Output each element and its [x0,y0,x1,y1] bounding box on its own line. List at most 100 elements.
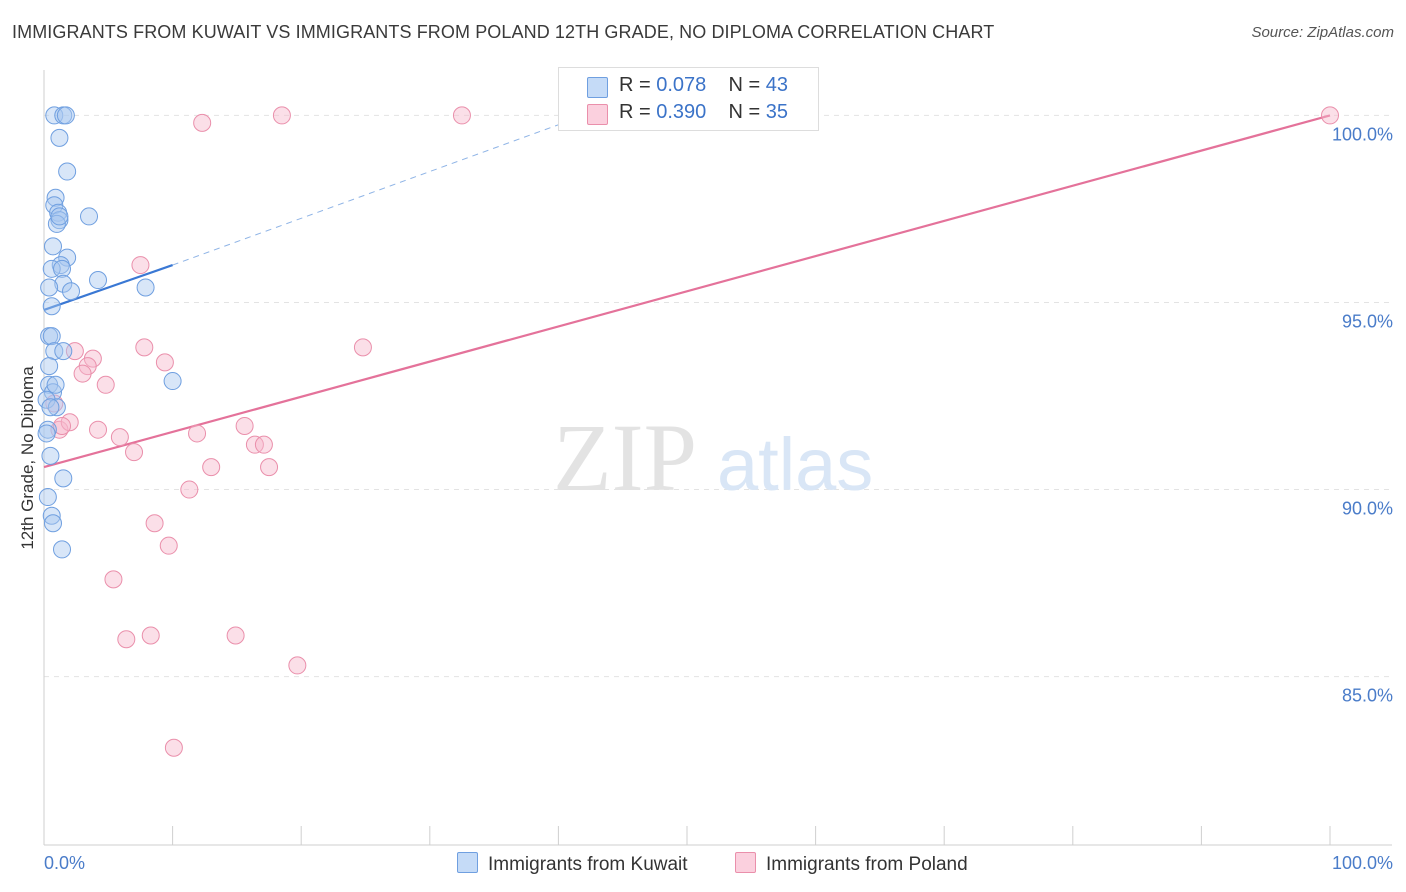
poland-point [353,338,372,357]
poland-legend-label: Immigrants from Poland [766,854,968,875]
poland-point [125,443,144,462]
poland-points [45,106,1339,757]
poland-point [135,338,154,357]
kuwait-point [47,398,66,417]
kuwait-point [47,214,66,233]
correlation-legend: R = 0.078 N = 43 R = 0.390 N = 35 [558,67,819,131]
bottom-legend-poland: Immigrants from Poland [735,852,968,876]
kuwait-point [58,162,77,181]
poland-point [117,630,136,649]
poland-point [131,256,150,275]
poland-point [202,458,221,477]
poland-swatch [587,104,608,125]
kuwait-point [163,372,182,391]
poland-trend-line [43,114,1331,469]
trend-lines [43,114,1331,469]
poland-point [254,435,273,454]
poland-point [145,514,164,533]
legend-r-label: R = [619,101,651,123]
kuwait-point [56,106,75,125]
kuwait-swatch [587,77,608,98]
kuwait-points [37,106,182,559]
legend-n-label: N = [728,74,761,96]
chart-title: IMMIGRANTS FROM KUWAIT VS IMMIGRANTS FRO… [12,22,995,42]
kuwait-point [41,446,60,465]
kuwait-point [44,383,63,402]
kuwait-point [54,274,73,293]
kuwait-point [54,342,73,361]
kuwait-point [50,128,69,147]
kuwait-point [50,207,69,226]
x-tick-labels: 0.0% 100.0% [44,853,1393,873]
poland-point [96,375,115,394]
kuwait-point [89,271,108,290]
poland-point [452,106,471,125]
kuwait-point [42,506,61,525]
poland-point [226,626,245,645]
kuwait-point [40,278,59,297]
poland-point [245,435,264,454]
kuwait-point [41,398,60,417]
source-label: Source: ZipAtlas.com [1251,24,1394,41]
x-tick-label: 100.0% [1332,853,1393,873]
poland-legend-swatch [735,852,756,873]
kuwait-trend-line [43,264,173,312]
y-axis-label: 12th Grade, No Diploma [18,366,37,550]
y-tick-label: 100.0% [1332,124,1393,144]
kuwait-point [80,207,99,226]
poland-point [155,353,174,372]
poland-point [1321,106,1339,125]
x-tick-label: 0.0% [44,853,85,873]
watermark-zip: ZIP [553,404,697,511]
kuwait-point [54,469,73,488]
kuwait-r-value: 0.078 [656,74,707,96]
watermark-atlas: atlas [717,423,873,506]
poland-point [164,738,183,757]
kuwait-point [38,488,57,507]
poland-point [73,364,92,383]
y-tick-label: 90.0% [1342,499,1393,519]
poland-r-value: 0.390 [656,101,707,123]
poland-point [53,416,72,435]
kuwait-point [44,514,63,533]
poland-point [159,536,178,555]
poland-point [260,458,279,477]
poland-point [288,656,307,675]
kuwait-legend-swatch [457,852,478,873]
poland-point [89,420,108,439]
poland-point [235,416,254,435]
watermark: ZIP atlas [553,404,873,511]
kuwait-point [42,259,61,278]
poland-n-value: 35 [765,101,789,123]
kuwait-point [53,540,72,559]
kuwait-point [40,357,59,376]
kuwait-point [136,278,155,297]
kuwait-point [44,237,63,256]
poland-point [272,106,291,125]
poland-point [193,113,212,132]
y-tick-labels: 85.0% 90.0% 95.0% 100.0% [1332,124,1393,705]
axes [43,70,1392,846]
kuwait-n-value: 43 [765,74,789,96]
legend-n-label: N = [728,101,761,123]
kuwait-point [53,259,72,278]
kuwait-trend-extension [172,114,585,266]
kuwait-point [62,282,81,301]
kuwait-point [58,248,77,267]
poland-point [110,428,129,447]
poland-point [104,570,123,589]
kuwait-legend-label: Immigrants from Kuwait [488,854,688,875]
poland-point [188,424,207,443]
kuwait-point [46,375,65,394]
grid-lines [44,114,1392,678]
poland-point [180,480,199,499]
y-tick-label: 85.0% [1342,686,1393,706]
kuwait-point [46,188,65,207]
kuwait-point [42,327,61,346]
kuwait-point [42,297,61,316]
legend-r-label: R = [619,74,651,96]
poland-point [141,626,160,645]
kuwait-point [37,424,56,443]
y-tick-label: 95.0% [1342,311,1393,331]
bottom-legend-kuwait: Immigrants from Kuwait [457,852,688,876]
